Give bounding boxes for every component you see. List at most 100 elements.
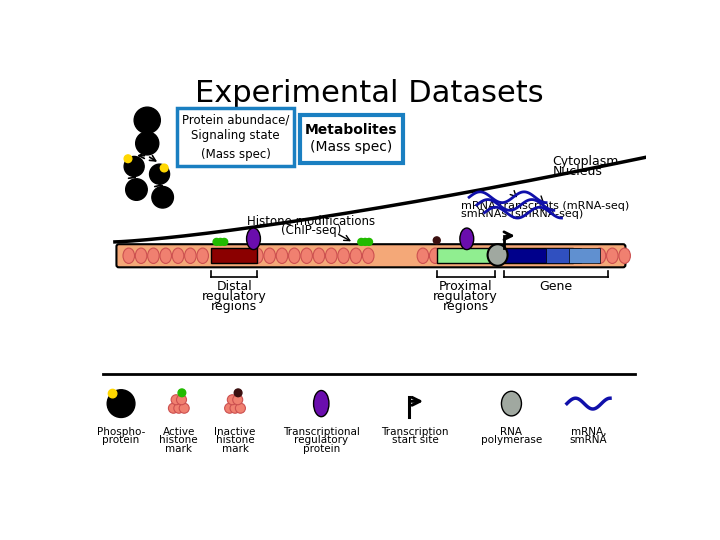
Circle shape bbox=[134, 107, 161, 133]
Bar bbox=[546, 248, 581, 264]
Text: (ChIP-seq): (ChIP-seq) bbox=[281, 224, 341, 237]
Ellipse shape bbox=[228, 395, 238, 405]
Circle shape bbox=[126, 179, 148, 200]
Text: mRNA transcripts (mRNA-seq): mRNA transcripts (mRNA-seq) bbox=[462, 201, 630, 211]
Ellipse shape bbox=[325, 248, 337, 264]
Circle shape bbox=[178, 389, 186, 397]
Ellipse shape bbox=[362, 248, 374, 264]
Circle shape bbox=[234, 389, 242, 397]
Circle shape bbox=[150, 164, 170, 184]
Ellipse shape bbox=[460, 228, 474, 249]
Circle shape bbox=[213, 239, 220, 245]
Ellipse shape bbox=[289, 248, 300, 264]
Text: Transcription: Transcription bbox=[382, 427, 449, 437]
Circle shape bbox=[161, 164, 168, 172]
Circle shape bbox=[361, 239, 369, 245]
Ellipse shape bbox=[417, 248, 428, 264]
Ellipse shape bbox=[135, 248, 147, 264]
Text: Proximal: Proximal bbox=[438, 280, 492, 293]
Ellipse shape bbox=[350, 248, 361, 264]
Ellipse shape bbox=[172, 248, 184, 264]
Ellipse shape bbox=[160, 248, 171, 264]
Ellipse shape bbox=[179, 403, 189, 413]
Ellipse shape bbox=[148, 248, 159, 264]
Ellipse shape bbox=[251, 248, 263, 264]
Ellipse shape bbox=[168, 403, 179, 413]
Ellipse shape bbox=[487, 244, 508, 266]
Ellipse shape bbox=[301, 248, 312, 264]
Text: smRNA: smRNA bbox=[570, 435, 607, 445]
Text: polymerase: polymerase bbox=[481, 435, 542, 445]
Ellipse shape bbox=[225, 403, 235, 413]
Text: Inactive: Inactive bbox=[215, 427, 256, 437]
Text: Phospho-: Phospho- bbox=[97, 427, 145, 437]
Circle shape bbox=[433, 237, 440, 244]
Ellipse shape bbox=[235, 403, 246, 413]
Text: Gene: Gene bbox=[539, 280, 572, 293]
Text: Nucleus: Nucleus bbox=[552, 165, 602, 178]
Ellipse shape bbox=[233, 395, 243, 405]
Circle shape bbox=[366, 239, 372, 245]
Circle shape bbox=[108, 389, 117, 398]
Ellipse shape bbox=[501, 392, 521, 416]
Circle shape bbox=[221, 239, 228, 245]
FancyBboxPatch shape bbox=[177, 108, 294, 166]
Ellipse shape bbox=[429, 248, 441, 264]
Ellipse shape bbox=[230, 403, 240, 413]
Ellipse shape bbox=[171, 395, 181, 405]
Text: Metabolites: Metabolites bbox=[305, 123, 397, 137]
Text: regulatory: regulatory bbox=[294, 435, 348, 445]
Bar bbox=[570, 248, 600, 264]
Text: start site: start site bbox=[392, 435, 438, 445]
Ellipse shape bbox=[176, 395, 186, 405]
Text: Distal: Distal bbox=[217, 280, 252, 293]
Bar bbox=[437, 248, 495, 264]
Ellipse shape bbox=[184, 248, 196, 264]
Ellipse shape bbox=[338, 248, 349, 264]
Ellipse shape bbox=[276, 248, 288, 264]
Ellipse shape bbox=[264, 248, 276, 264]
Circle shape bbox=[135, 132, 159, 155]
Ellipse shape bbox=[174, 403, 184, 413]
Text: Experimental Datasets: Experimental Datasets bbox=[194, 79, 544, 107]
Ellipse shape bbox=[606, 248, 618, 264]
Text: regions: regions bbox=[443, 300, 489, 313]
Bar bbox=[211, 248, 257, 264]
Text: mark: mark bbox=[166, 444, 192, 454]
Text: Active: Active bbox=[163, 427, 195, 437]
Ellipse shape bbox=[619, 248, 631, 264]
Circle shape bbox=[107, 390, 135, 417]
Circle shape bbox=[217, 239, 224, 245]
Text: smRNAs (smRNA-seq): smRNAs (smRNA-seq) bbox=[462, 209, 584, 219]
Text: Signaling state: Signaling state bbox=[192, 129, 280, 142]
Text: regulatory: regulatory bbox=[202, 291, 266, 303]
Ellipse shape bbox=[314, 390, 329, 417]
Text: histone: histone bbox=[216, 435, 254, 445]
Circle shape bbox=[152, 186, 174, 208]
Ellipse shape bbox=[197, 248, 209, 264]
Ellipse shape bbox=[313, 248, 325, 264]
Text: Histone modifications: Histone modifications bbox=[247, 215, 375, 228]
Bar bbox=[504, 248, 573, 264]
Circle shape bbox=[124, 155, 132, 163]
Ellipse shape bbox=[594, 248, 606, 264]
Text: Protein abundace/: Protein abundace/ bbox=[182, 114, 289, 127]
Circle shape bbox=[358, 239, 365, 245]
Text: (Mass spec): (Mass spec) bbox=[310, 140, 392, 154]
Text: Cytoplasm: Cytoplasm bbox=[552, 154, 618, 167]
Text: mark: mark bbox=[222, 444, 248, 454]
Text: RNA: RNA bbox=[500, 427, 523, 437]
FancyBboxPatch shape bbox=[117, 244, 626, 267]
Text: protein: protein bbox=[102, 435, 140, 445]
Text: regions: regions bbox=[211, 300, 257, 313]
FancyBboxPatch shape bbox=[300, 115, 403, 163]
Text: mRNA,: mRNA, bbox=[571, 427, 606, 437]
Text: (Mass spec): (Mass spec) bbox=[201, 147, 271, 160]
Text: Transcriptional: Transcriptional bbox=[283, 427, 360, 437]
Text: regulatory: regulatory bbox=[433, 291, 498, 303]
Text: protein: protein bbox=[302, 444, 340, 454]
Ellipse shape bbox=[123, 248, 135, 264]
Text: histone: histone bbox=[160, 435, 198, 445]
Circle shape bbox=[124, 157, 144, 177]
Ellipse shape bbox=[246, 228, 261, 249]
